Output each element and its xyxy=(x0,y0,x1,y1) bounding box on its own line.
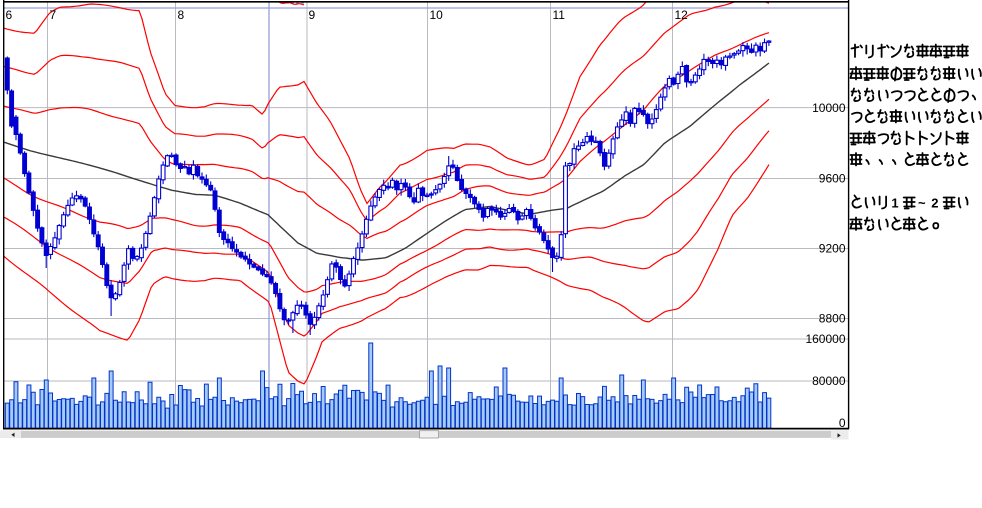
svg-text:7: 7 xyxy=(50,8,57,22)
svg-text:10: 10 xyxy=(430,8,444,22)
svg-text:10000: 10000 xyxy=(812,101,846,115)
svg-text:0: 0 xyxy=(839,416,846,430)
svg-text:2: 2 xyxy=(931,196,938,211)
svg-text:11: 11 xyxy=(553,8,566,22)
svg-text:9: 9 xyxy=(309,8,316,22)
svg-text:12: 12 xyxy=(675,8,689,22)
svg-text:6: 6 xyxy=(6,8,13,22)
svg-text:9200: 9200 xyxy=(819,242,846,256)
svg-text:80000: 80000 xyxy=(812,374,846,388)
svg-text:1: 1 xyxy=(891,196,898,211)
svg-text:8800: 8800 xyxy=(819,312,846,326)
svg-text:~: ~ xyxy=(918,196,926,211)
svg-text:160000: 160000 xyxy=(805,332,845,346)
svg-text:9600: 9600 xyxy=(819,172,846,186)
svg-text:8: 8 xyxy=(178,8,185,22)
